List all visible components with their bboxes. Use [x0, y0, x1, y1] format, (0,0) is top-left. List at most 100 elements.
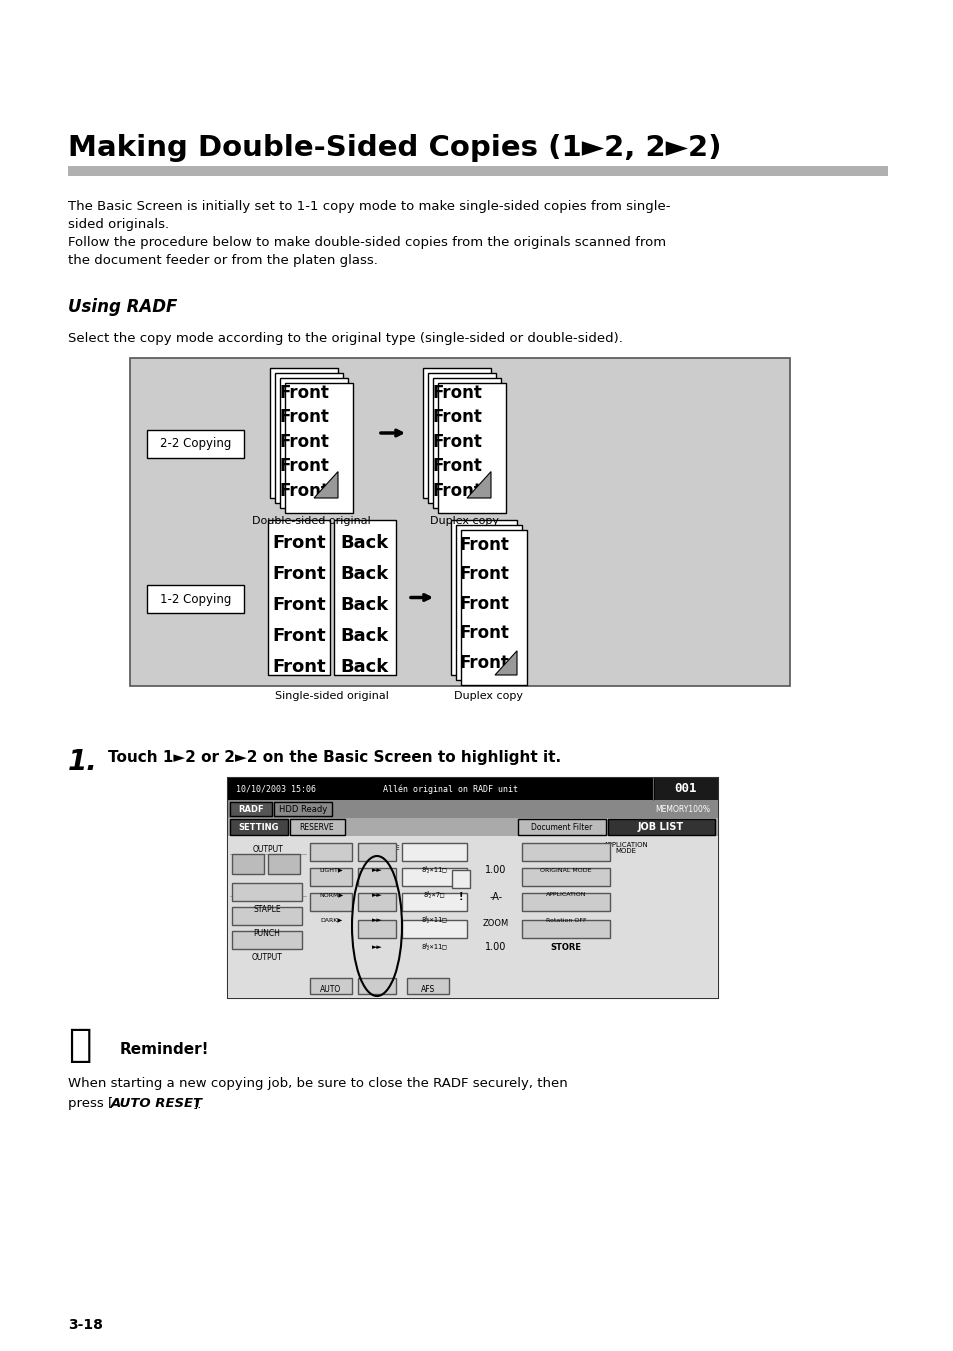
Bar	[310, 843, 352, 861]
Text: ►►: ►►	[372, 892, 382, 898]
Polygon shape	[495, 651, 517, 676]
Text: MEMORY100%: MEMORY100%	[655, 804, 710, 813]
Text: SETTING: SETTING	[252, 886, 284, 896]
Bar	[521, 843, 609, 861]
Text: Front: Front	[432, 481, 481, 500]
Text: PUNCH: PUNCH	[253, 929, 280, 939]
Text: Front: Front	[272, 534, 326, 553]
Text: Back: Back	[340, 565, 389, 584]
Text: Rotation OFF: Rotation OFF	[545, 917, 586, 923]
Bar	[422, 367, 491, 499]
Bar	[274, 373, 343, 503]
Text: AUTO: AUTO	[320, 985, 341, 994]
Text: LIGHT▶: LIGHT▶	[319, 867, 342, 873]
Text: The Basic Screen is initially set to 1-1 copy mode to make single-sided copies f: The Basic Screen is initially set to 1-1…	[68, 200, 670, 213]
Text: Select the copy mode according to the original type (single-sided or double-side: Select the copy mode according to the or…	[68, 332, 622, 345]
Bar	[230, 802, 272, 816]
Text: Duplex copy: Duplex copy	[430, 516, 498, 526]
Bar	[232, 884, 302, 901]
Text: DARK▶: DARK▶	[319, 917, 342, 923]
Text: Front: Front	[279, 481, 329, 500]
Text: Making Double-Sided Copies (1►2, 2►2): Making Double-Sided Copies (1►2, 2►2)	[68, 134, 720, 162]
Bar	[232, 907, 302, 925]
Text: Front: Front	[272, 565, 326, 584]
Bar	[270, 367, 337, 499]
Text: HDD Ready: HDD Ready	[278, 804, 327, 813]
Text: Front: Front	[279, 457, 329, 476]
Polygon shape	[467, 471, 491, 499]
Text: Single-sided original: Single-sided original	[274, 690, 389, 701]
Text: the document feeder or from the platen glass.: the document feeder or from the platen g…	[68, 254, 377, 267]
Bar	[401, 920, 467, 938]
Text: RADF: RADF	[238, 804, 264, 813]
Bar	[310, 867, 352, 886]
Bar	[460, 530, 526, 685]
Text: 8½×7□: 8½×7□	[423, 892, 444, 898]
Bar	[401, 867, 467, 886]
Bar	[428, 373, 496, 503]
Bar	[232, 854, 264, 874]
Text: 1.00: 1.00	[485, 865, 506, 875]
Text: Touch 1►2 or 2►2 on the Basic Screen to highlight it.: Touch 1►2 or 2►2 on the Basic Screen to …	[108, 750, 560, 765]
Text: Front: Front	[432, 432, 481, 451]
Text: 3-18: 3-18	[68, 1319, 103, 1332]
Text: sided originals.: sided originals.	[68, 218, 169, 231]
Text: Reminder!: Reminder!	[120, 1042, 210, 1056]
Text: OUTPUT: OUTPUT	[253, 846, 283, 854]
Bar	[274, 802, 332, 816]
Text: Front: Front	[432, 408, 481, 427]
Text: Front: Front	[458, 566, 508, 584]
Bar	[452, 870, 470, 888]
Bar	[357, 867, 395, 886]
Bar	[268, 520, 330, 676]
Text: Allén original on RADF unit: Allén original on RADF unit	[382, 784, 517, 794]
Bar	[290, 819, 345, 835]
Text: Double-sided original: Double-sided original	[252, 516, 371, 526]
Text: 1.: 1.	[68, 748, 97, 775]
Text: JOB LIST: JOB LIST	[638, 821, 683, 832]
Bar	[357, 893, 395, 911]
Text: SIZE: SIZE	[446, 844, 461, 851]
Bar	[521, 893, 609, 911]
Text: Front: Front	[279, 384, 329, 403]
Text: Front: Front	[272, 658, 326, 676]
Text: Follow the procedure below to make double-sided copies from the originals scanne: Follow the procedure below to make doubl…	[68, 236, 665, 249]
Bar	[310, 978, 352, 994]
Text: AUTO RESET: AUTO RESET	[111, 1097, 203, 1111]
Text: 001: 001	[674, 782, 697, 796]
Text: DENSITY: DENSITY	[319, 844, 349, 851]
Text: AFS: AFS	[420, 985, 435, 994]
Bar	[521, 867, 609, 886]
Text: press [: press [	[68, 1097, 113, 1111]
Text: Back: Back	[340, 627, 389, 644]
Text: ].: ].	[193, 1097, 202, 1111]
Bar	[130, 358, 789, 686]
Text: 2-2 Copying: 2-2 Copying	[160, 438, 231, 450]
Bar	[147, 585, 244, 613]
Bar	[268, 854, 299, 874]
Bar	[228, 778, 718, 998]
Text: STAPLE: STAPLE	[253, 905, 280, 915]
Text: 1-2 Copying: 1-2 Copying	[160, 593, 231, 605]
Bar	[357, 843, 395, 861]
Bar	[456, 526, 521, 680]
Polygon shape	[314, 471, 337, 499]
Bar	[285, 382, 353, 513]
Text: 10/10/2003 15:06: 10/10/2003 15:06	[235, 785, 315, 793]
Text: RESERVE: RESERVE	[299, 823, 334, 831]
Bar	[433, 378, 500, 508]
Text: Back: Back	[340, 658, 389, 676]
Text: -A-: -A-	[489, 892, 502, 902]
Bar	[228, 778, 718, 800]
Bar	[451, 520, 517, 676]
Text: ►►: ►►	[372, 867, 382, 873]
Text: Front: Front	[458, 536, 508, 554]
Bar	[68, 166, 887, 176]
Bar	[607, 819, 714, 835]
Bar	[401, 893, 467, 911]
Text: When starting a new copying job, be sure to close the RADF securely, then: When starting a new copying job, be sure…	[68, 1077, 567, 1090]
Bar	[401, 843, 467, 861]
Bar	[228, 800, 718, 817]
Bar	[230, 819, 288, 835]
Text: Front: Front	[432, 384, 481, 403]
